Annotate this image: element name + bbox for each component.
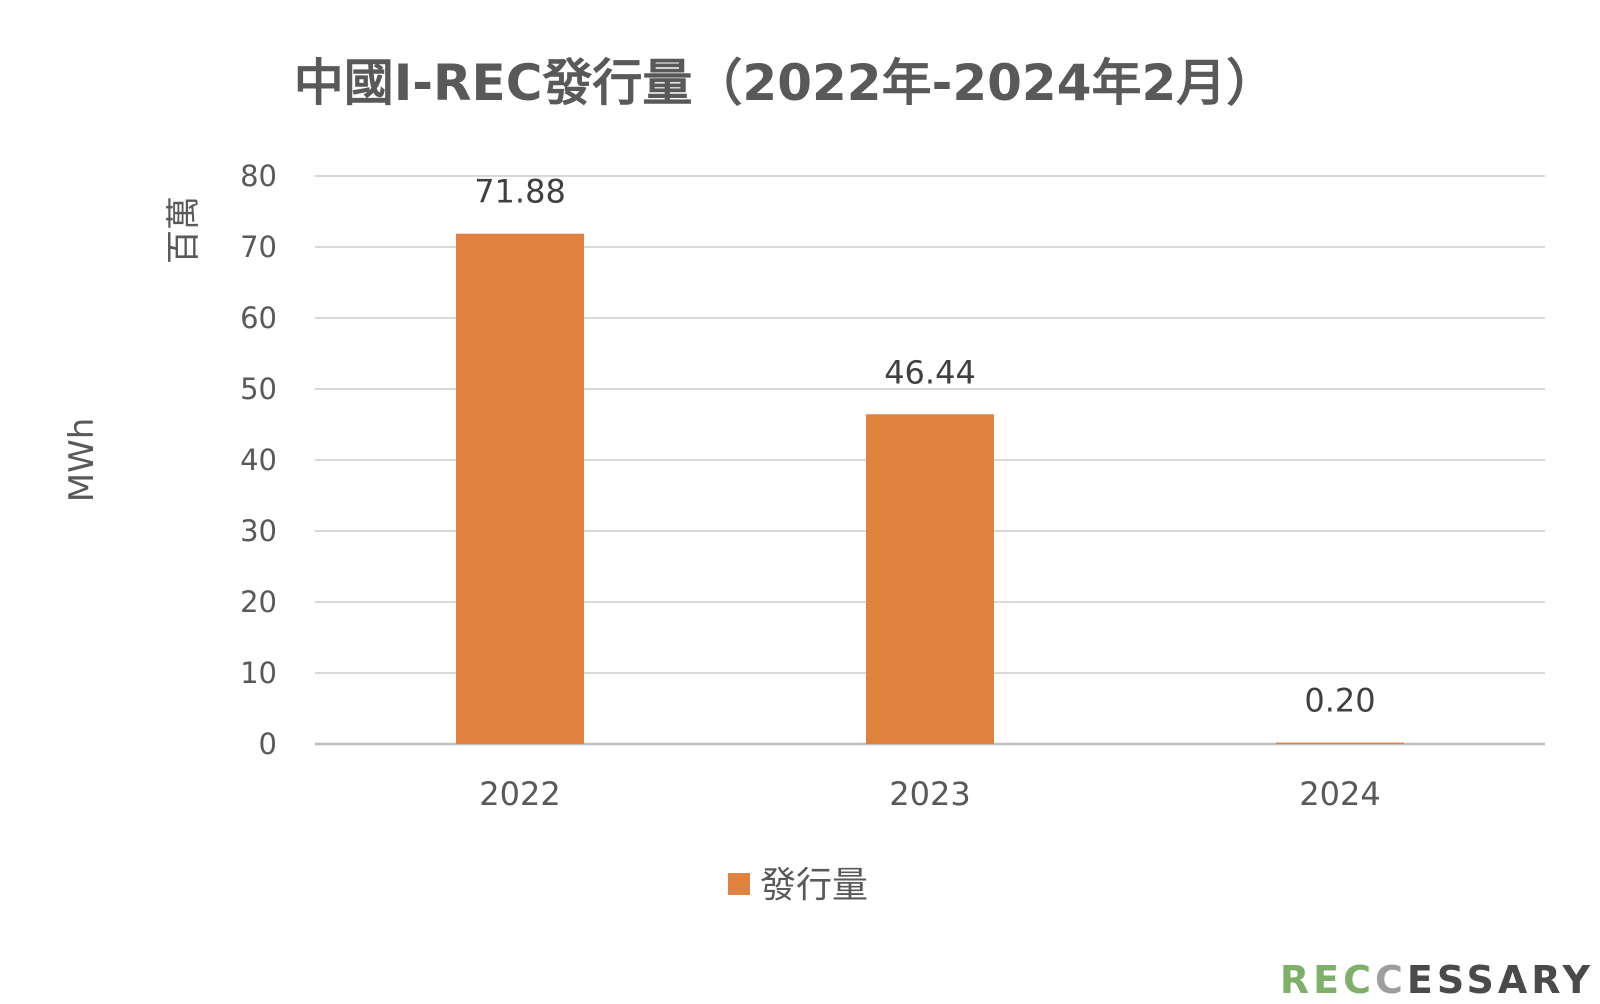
y-tick-label: 80 xyxy=(240,159,277,193)
bars xyxy=(456,233,1404,745)
x-tick-label-2022: 2022 xyxy=(479,775,560,813)
y-tick-label: 70 xyxy=(240,230,277,264)
y-tick-label: 60 xyxy=(240,301,277,335)
data-label-2024: 0.20 xyxy=(1304,682,1375,720)
data-label-2022: 71.88 xyxy=(474,173,566,211)
bar-2024 xyxy=(1276,742,1404,744)
y-tick-label: 10 xyxy=(240,656,277,690)
bar-2022 xyxy=(456,233,584,745)
y-tick-label: 20 xyxy=(240,585,277,619)
y-axis-label: MWh xyxy=(62,418,102,503)
bar-2023 xyxy=(866,414,994,744)
chart-title: 中國I-REC發行量（2022年-2024年2月） xyxy=(294,54,1277,112)
y-tick-label: 0 xyxy=(259,727,277,761)
y-tick-label: 30 xyxy=(240,514,277,548)
x-axis-categories: 2022 2023 2024 xyxy=(479,775,1380,813)
y-tick-label: 40 xyxy=(240,443,277,477)
x-tick-label-2024: 2024 xyxy=(1299,775,1380,813)
x-tick-label-2023: 2023 xyxy=(889,775,970,813)
legend-label: 發行量 xyxy=(760,865,868,906)
y-tick-label: 50 xyxy=(240,372,277,406)
data-labels: 71.88 46.44 0.20 xyxy=(474,173,1375,720)
y-axis-ticks: 0 10 20 30 40 50 60 70 80 xyxy=(240,159,277,761)
legend-swatch xyxy=(728,873,750,895)
legend: 發行量 xyxy=(728,865,868,906)
y-axis-unit: 百萬 xyxy=(164,196,204,264)
data-label-2023: 46.44 xyxy=(884,353,976,391)
